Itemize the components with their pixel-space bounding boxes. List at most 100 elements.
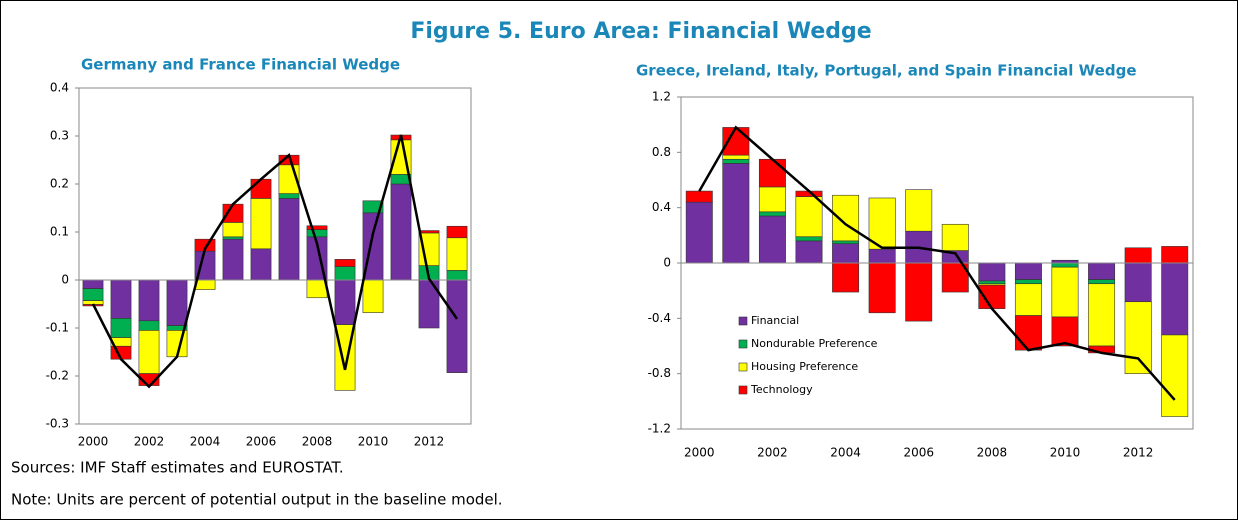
bar-segment — [1161, 262, 1189, 336]
bar-segment — [446, 225, 468, 239]
bar-segment — [222, 236, 244, 240]
legend-label: Technology — [750, 383, 813, 396]
bar-segment — [362, 279, 384, 313]
x-tick-label: 2006 — [246, 435, 277, 449]
bar-segment — [334, 259, 356, 267]
bar-segment — [978, 284, 1006, 309]
bar-segment — [138, 330, 160, 374]
y-tick-label: -0.8 — [648, 366, 671, 380]
y-tick-label: 1.2 — [652, 90, 671, 104]
total-line — [91, 134, 459, 389]
legend-label: Housing Preference — [751, 360, 858, 373]
bar-segment — [250, 178, 272, 199]
y-tick-label: -0.4 — [648, 311, 671, 325]
x-tick-label: 2000 — [78, 435, 109, 449]
bar-segment — [278, 198, 300, 281]
plot-frame — [78, 87, 472, 425]
x-tick-label: 2012 — [1123, 446, 1154, 460]
bar-segment — [250, 198, 272, 250]
bar-segment — [722, 163, 750, 264]
bar-segment — [306, 229, 328, 238]
bar-segment — [832, 240, 860, 244]
chart-title: Greece, Ireland, Italy, Portugal, and Sp… — [636, 62, 1137, 80]
bar-segment — [685, 201, 713, 264]
bar-segment — [222, 222, 244, 238]
bar-segment — [758, 158, 786, 188]
y-tick-label: 0.4 — [50, 81, 69, 95]
bar-segment — [905, 262, 933, 322]
bar-segment — [1014, 315, 1042, 351]
y-tick-label: -0.2 — [46, 369, 69, 383]
figure-title: Figure 5. Euro Area: Financial Wedge — [410, 19, 871, 44]
bar-segment — [1088, 279, 1116, 285]
y-tick-label: 0.1 — [50, 225, 69, 239]
bar-segment — [418, 230, 440, 234]
bar-segment — [978, 280, 1006, 285]
bar-segment — [1014, 262, 1042, 280]
bar-segment — [1088, 262, 1116, 280]
y-tick-label: 0.3 — [50, 129, 69, 143]
bar-segment — [306, 279, 328, 299]
bar-segment — [82, 288, 104, 301]
x-tick-label: 2010 — [358, 435, 389, 449]
bar-segment — [832, 262, 860, 293]
bar-segment — [278, 193, 300, 199]
bar-segment — [306, 225, 328, 230]
legend-label: Nondurable Preference — [751, 337, 878, 350]
bar-segment — [758, 186, 786, 213]
bar-segment — [222, 238, 244, 281]
x-tick-label: 2012 — [414, 435, 445, 449]
bar-segment — [795, 196, 823, 238]
legend-label: Financial — [751, 314, 799, 327]
bar-segment — [110, 279, 132, 319]
bar-segment — [334, 279, 356, 325]
bar-segment — [334, 266, 356, 281]
legend-swatch — [738, 316, 748, 326]
bar-segment — [795, 236, 823, 242]
bar-segment — [390, 183, 412, 281]
bar-segment — [250, 248, 272, 281]
x-tick-label: 2002 — [134, 435, 165, 449]
y-tick-label: -1.2 — [648, 422, 671, 436]
bar-segment — [722, 158, 750, 164]
bar-segment — [758, 211, 786, 217]
bar-segment — [868, 262, 896, 314]
y-tick-label: -0.1 — [46, 321, 69, 335]
bar-segment — [832, 243, 860, 264]
x-tick-label: 2002 — [757, 446, 788, 460]
bar-segment — [1051, 262, 1079, 268]
bar-segment — [446, 270, 468, 281]
x-tick-label: 2000 — [684, 446, 715, 460]
bar-segment — [1014, 279, 1042, 285]
bar-segment — [194, 279, 216, 290]
y-tick-label: 0.4 — [652, 200, 671, 214]
x-tick-label: 2008 — [977, 446, 1008, 460]
bar-segment — [1088, 283, 1116, 347]
bar-segment — [941, 223, 969, 251]
bar-segment — [1124, 262, 1152, 303]
bar-segment — [758, 215, 786, 264]
bar-segment — [1124, 301, 1152, 374]
legend-swatch — [738, 362, 748, 372]
x-tick-label: 2008 — [302, 435, 333, 449]
bar-segment — [1161, 334, 1189, 417]
bar-segment — [138, 279, 160, 322]
bar-segment — [166, 279, 188, 326]
bar-segment — [82, 279, 104, 289]
y-tick-label: 0 — [663, 256, 671, 270]
bar-segment — [722, 154, 750, 160]
y-tick-label: -0.3 — [46, 417, 69, 431]
bar-segment — [446, 279, 468, 373]
bar-segment — [110, 318, 132, 338]
bar-segment — [1124, 247, 1152, 264]
bar-segment — [978, 262, 1006, 282]
bar-segment — [868, 248, 896, 264]
bar-segment — [685, 190, 713, 203]
bar-segment — [82, 300, 104, 305]
bar-segment — [832, 194, 860, 242]
bar-segment — [868, 197, 896, 250]
chart-title: Germany and France Financial Wedge — [81, 56, 400, 74]
bar-segment — [446, 237, 468, 271]
x-tick-label: 2004 — [190, 435, 221, 449]
